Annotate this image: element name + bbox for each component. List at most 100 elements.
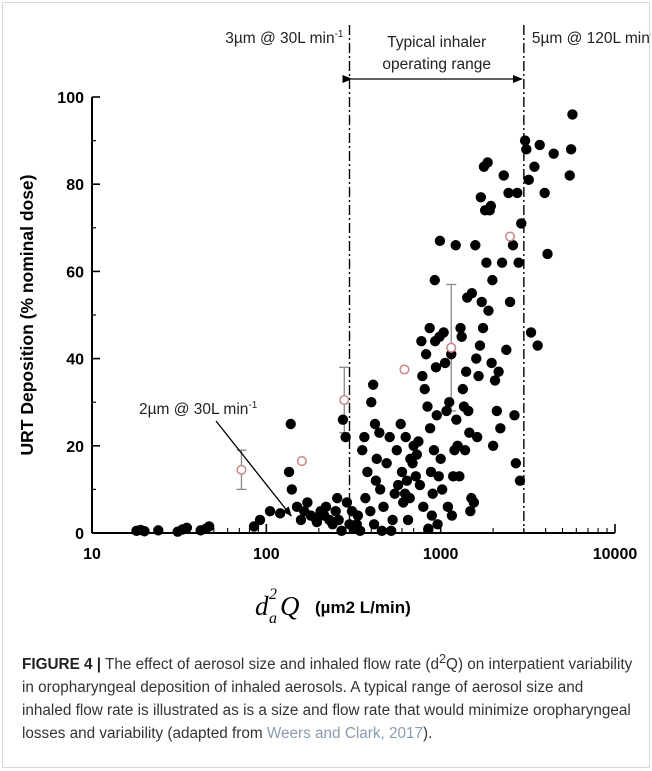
data-point xyxy=(481,257,492,268)
data-point xyxy=(418,501,429,513)
data-point xyxy=(534,139,545,151)
caption-text-continued: Q) on interpatient variability in oropha… xyxy=(22,656,633,743)
caption-text: The effect of aerosol size and inhaled f… xyxy=(101,656,439,674)
data-point xyxy=(203,521,215,532)
data-point xyxy=(264,506,276,517)
mean-marker xyxy=(236,464,247,475)
citation-link[interactable]: Weers and Clark, 2017 xyxy=(266,725,424,743)
data-point xyxy=(436,484,448,495)
mean-marker xyxy=(339,394,350,406)
data-point xyxy=(385,525,397,537)
y-tick-label: 100 xyxy=(57,90,84,107)
data-point xyxy=(493,366,504,377)
mean-marker xyxy=(504,231,516,242)
data-point xyxy=(333,514,344,526)
data-point xyxy=(473,370,484,382)
axes: 0 20 40 60 80 100 10 100 1000 10000 xyxy=(57,90,637,563)
data-point xyxy=(468,497,480,508)
mean-marker xyxy=(446,342,457,353)
data-point xyxy=(489,375,501,386)
data-point xyxy=(181,522,193,533)
data-point xyxy=(139,526,150,537)
data-point xyxy=(438,327,449,338)
data-point xyxy=(357,444,368,456)
data-point xyxy=(374,427,385,438)
data-point xyxy=(337,414,349,425)
range-label-line-1: Typical inhaler xyxy=(387,34,486,51)
data-point xyxy=(503,187,514,199)
data-point xyxy=(360,492,371,504)
data-point xyxy=(362,466,373,478)
data-point xyxy=(330,506,341,517)
data-point xyxy=(381,458,392,469)
y-tick-label: 60 xyxy=(66,264,84,281)
x-axis-units: (µm2 L/min) xyxy=(315,598,411,617)
data-point xyxy=(375,484,386,495)
data-point xyxy=(336,525,347,537)
mean-marker xyxy=(296,456,307,467)
data-point xyxy=(332,492,343,504)
data-point xyxy=(482,157,493,168)
data-point xyxy=(564,170,575,181)
data-point xyxy=(429,274,440,286)
data-point xyxy=(424,423,436,434)
data-point xyxy=(420,349,432,360)
data-point xyxy=(389,488,400,499)
data-point xyxy=(454,471,465,482)
data-point xyxy=(395,418,406,430)
data-point xyxy=(486,357,497,369)
data-point xyxy=(434,235,446,247)
data-point xyxy=(396,466,408,478)
data-point xyxy=(341,497,353,508)
data-point xyxy=(463,405,474,417)
data-point xyxy=(401,475,413,486)
caption-superscript: 2 xyxy=(438,651,447,666)
data-point xyxy=(285,418,296,430)
data-point xyxy=(320,501,332,513)
data-point xyxy=(414,479,426,491)
y-tick-label: 0 xyxy=(75,526,84,543)
data-point xyxy=(274,508,286,519)
data-point xyxy=(254,514,266,526)
data-point xyxy=(402,514,414,526)
data-points xyxy=(131,109,578,537)
data-point xyxy=(426,510,438,521)
data-point xyxy=(417,370,428,382)
data-point xyxy=(369,418,381,430)
data-point xyxy=(539,187,550,199)
data-point xyxy=(441,405,452,417)
data-point xyxy=(504,296,516,308)
data-point xyxy=(435,453,446,465)
figure-label: FIGURE 4 | xyxy=(22,656,102,674)
data-point xyxy=(439,357,451,369)
data-point xyxy=(444,397,455,408)
data-point xyxy=(432,519,443,530)
data-point xyxy=(433,471,444,482)
data-point xyxy=(354,525,366,537)
x-tick-label: 100 xyxy=(253,546,280,563)
data-point xyxy=(384,431,395,443)
data-point xyxy=(365,506,376,517)
data-point xyxy=(404,492,415,504)
data-point xyxy=(368,519,380,530)
reference-line-label-left: 3µm @ 30L min-1 xyxy=(225,29,344,47)
data-point xyxy=(485,200,497,212)
data-point xyxy=(451,414,462,425)
reference-lines xyxy=(348,25,525,533)
data-point xyxy=(457,383,469,395)
data-point xyxy=(423,523,434,534)
data-point xyxy=(410,471,421,482)
data-point xyxy=(407,458,418,469)
range-label-line-2: operating range xyxy=(382,56,491,73)
data-point xyxy=(413,436,424,447)
data-point xyxy=(510,458,522,469)
data-point xyxy=(525,327,537,338)
mean-marker xyxy=(399,364,410,375)
annotation-arrow xyxy=(215,420,292,517)
data-point xyxy=(428,444,440,456)
data-point xyxy=(514,475,526,486)
data-point xyxy=(496,257,508,268)
data-point xyxy=(477,322,489,334)
data-point xyxy=(460,366,472,377)
data-point xyxy=(371,453,382,465)
